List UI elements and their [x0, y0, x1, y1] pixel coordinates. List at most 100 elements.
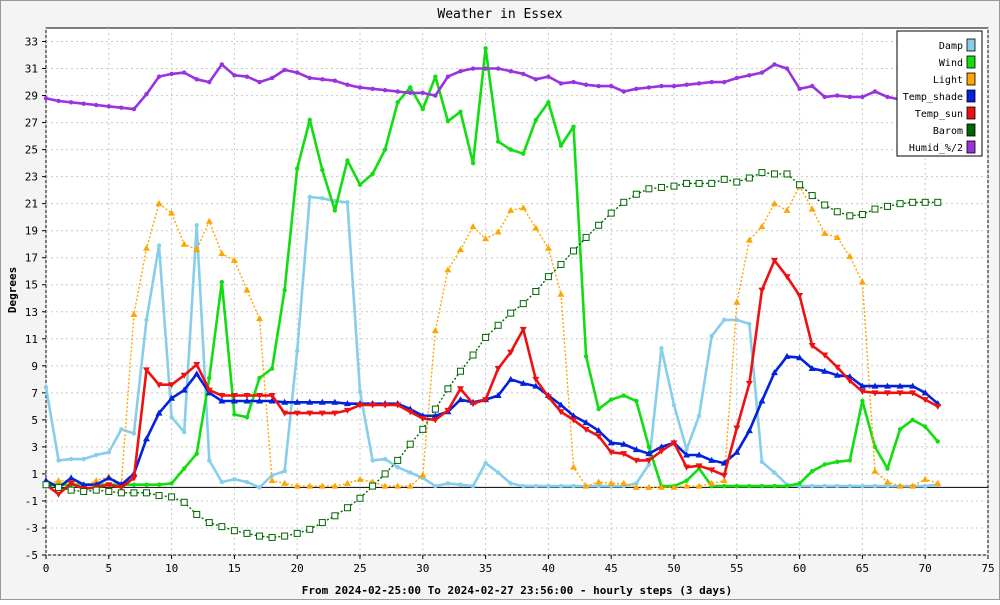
data-point-temp-sun: [155, 382, 163, 389]
data-point-temp-sun: [544, 394, 552, 401]
series-temp-sun: [42, 257, 942, 498]
data-point-wind: [609, 397, 614, 402]
data-point-temp-shade: [456, 396, 464, 403]
data-point-temp-sun: [130, 475, 138, 482]
data-point-temp-sun: [595, 433, 603, 440]
x-tick-label: 70: [919, 562, 932, 575]
data-point-humid-2: [332, 78, 338, 83]
data-point-temp-sun: [607, 449, 615, 456]
data-point-light: [193, 246, 201, 253]
data-point-temp-sun: [708, 467, 716, 474]
legend-swatch-barom: [966, 123, 976, 137]
data-point-humid-2: [797, 86, 802, 92]
data-point-wind: [533, 117, 539, 123]
data-point-damp: [43, 385, 49, 390]
data-point-barom: [42, 481, 50, 489]
data-point-humid-2: [571, 79, 576, 85]
data-point-temp-shade: [256, 397, 264, 404]
data-point-wind: [332, 208, 338, 213]
data-point-damp: [131, 431, 137, 436]
data-point-wind: [596, 406, 601, 412]
data-point-temp-sun: [557, 409, 565, 416]
x-tick-label: 20: [291, 562, 304, 575]
data-point-temp-sun: [381, 402, 389, 409]
data-point-light: [670, 483, 678, 490]
data-point-humid-2: [684, 82, 689, 87]
data-point-light: [909, 482, 917, 489]
data-point-wind: [910, 417, 915, 423]
data-point-temp-shade: [695, 451, 703, 458]
legend-swatch-damp: [966, 38, 976, 52]
data-point-humid-2: [809, 83, 815, 89]
data-point-temp-sun: [695, 463, 703, 470]
data-point-damp: [370, 458, 375, 463]
data-point-wind: [835, 459, 840, 464]
data-point-barom: [909, 198, 917, 206]
data-point-wind: [558, 143, 564, 148]
data-point-temp-shade: [67, 474, 75, 481]
data-point-temp-sun: [117, 484, 125, 491]
data-point-damp: [181, 429, 187, 435]
legend-label-damp: Damp: [939, 41, 963, 52]
series-barom: [42, 169, 942, 541]
data-point-humid-2: [282, 67, 287, 73]
data-point-damp: [684, 447, 689, 452]
data-point-barom: [243, 529, 251, 537]
data-point-humid-2: [106, 104, 112, 109]
data-point-humid-2: [320, 77, 325, 82]
data-point-temp-sun: [142, 367, 150, 374]
data-point-wind: [395, 100, 400, 105]
data-point-light: [168, 209, 176, 216]
data-point-humid-2: [144, 92, 149, 97]
data-point-damp: [382, 456, 388, 462]
data-point-temp-shade: [243, 397, 251, 404]
data-point-damp: [282, 469, 287, 474]
data-point-wind: [445, 119, 451, 124]
data-point-temp-sun: [243, 393, 251, 400]
data-point-damp: [307, 194, 312, 200]
data-point-temp-shade: [281, 398, 289, 405]
data-point-wind: [295, 166, 300, 171]
data-point-temp-shade: [557, 401, 565, 408]
data-point-humid-2: [445, 74, 451, 79]
data-point-barom: [494, 321, 502, 329]
data-point-wind: [470, 160, 476, 166]
data-point-wind: [571, 124, 576, 129]
data-point-humid-2: [784, 66, 790, 71]
data-point-humid-2: [646, 85, 652, 90]
data-point-barom: [745, 174, 753, 182]
data-point-humid-2: [181, 70, 187, 75]
data-point-temp-sun: [645, 457, 653, 464]
data-point-barom: [871, 205, 879, 213]
data-point-temp-sun: [230, 393, 238, 400]
data-point-wind: [885, 466, 890, 471]
data-point-barom: [557, 260, 565, 268]
data-point-temp-shade: [318, 398, 326, 405]
data-point-temp-sun: [808, 343, 816, 350]
data-point-humid-2: [822, 94, 827, 100]
data-point-wind: [382, 147, 388, 152]
data-point-wind: [521, 151, 526, 156]
y-tick-label: 13: [25, 306, 38, 319]
data-point-humid-2: [207, 79, 212, 85]
data-point-temp-sun: [482, 397, 490, 404]
data-point-damp: [671, 402, 677, 408]
data-point-barom: [758, 169, 766, 177]
data-point-light: [821, 229, 829, 236]
data-point-damp: [68, 456, 74, 462]
data-point-temp-sun: [934, 403, 942, 410]
data-point-wind: [809, 469, 815, 474]
data-point-wind: [722, 483, 727, 489]
data-point-temp-sun: [318, 410, 326, 417]
x-tick-label: 60: [793, 562, 806, 575]
data-point-damp: [646, 462, 652, 467]
data-point-barom: [846, 212, 854, 220]
data-point-barom: [343, 504, 351, 512]
data-point-damp: [722, 317, 727, 323]
y-tick-label: 25: [25, 144, 38, 157]
data-point-barom: [406, 440, 414, 448]
data-point-damp: [872, 483, 878, 489]
data-point-barom: [808, 192, 816, 200]
